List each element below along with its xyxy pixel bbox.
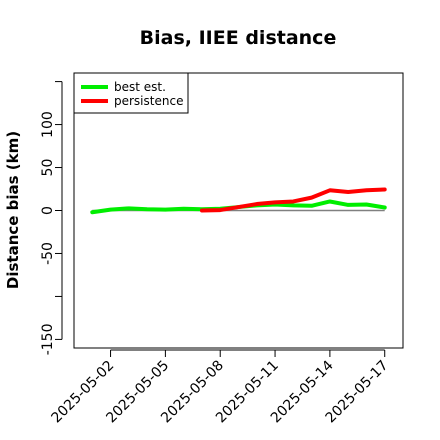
y-tick-label: 50 xyxy=(40,159,56,177)
y-tick-label: -50 xyxy=(40,242,56,265)
y-axis: -150 -50 0 50 100 xyxy=(40,81,63,356)
series-layer xyxy=(90,187,387,215)
x-axis: 2025-05-022025-05-052025-05-082025-05-11… xyxy=(49,349,392,426)
legend-box xyxy=(73,72,189,114)
legend-label-persistence: persistence xyxy=(114,94,183,108)
y-tick-label: -150 xyxy=(40,324,56,356)
plot-frame xyxy=(73,72,404,349)
chart-title: Bias, IIEE distance xyxy=(140,27,337,49)
y-tick-label: 100 xyxy=(40,111,56,138)
y-axis-label: Distance bias (km) xyxy=(4,131,22,289)
legend-label-best-est: best est. xyxy=(114,80,166,94)
y-tick-label: 0 xyxy=(40,206,56,215)
legend: best est. persistence xyxy=(73,72,189,114)
series-line-persistence xyxy=(199,187,387,213)
